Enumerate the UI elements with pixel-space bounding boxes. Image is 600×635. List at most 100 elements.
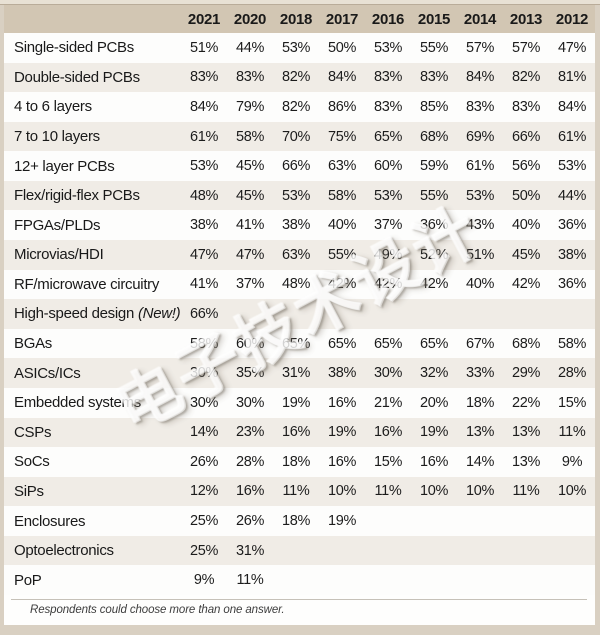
value-cell: 30% xyxy=(235,394,265,411)
value-cell: 55% xyxy=(327,246,357,263)
row-label-text: FPGAs/PLDs xyxy=(14,216,101,234)
table-header-years: 2021 2020 2018 2017 2016 2015 2014 2013 2012 xyxy=(4,5,595,33)
value-cell: 53% xyxy=(373,187,403,204)
value-cell: 30% xyxy=(373,365,403,382)
value-cell: 81% xyxy=(557,69,587,86)
value-cell: 45% xyxy=(235,158,265,175)
value-cell: 79% xyxy=(235,98,265,115)
value-cell: 16% xyxy=(373,424,403,441)
row-label-text: High-speed design xyxy=(14,305,134,323)
value-cell: 47% xyxy=(189,246,219,263)
row-label: 12+ layer PCBs xyxy=(4,158,181,175)
table-row: PoP 9% 11% xyxy=(4,565,595,595)
value-cell: 12% xyxy=(189,483,219,500)
value-cell: 42% xyxy=(327,276,357,293)
value-cell: 83% xyxy=(373,98,403,115)
value-cell: 61% xyxy=(189,128,219,145)
value-cell: 26% xyxy=(235,513,265,530)
value-cell: 23% xyxy=(235,424,265,441)
value-cell: 19% xyxy=(327,424,357,441)
column-header-2012: 2012 xyxy=(555,10,589,28)
row-label-text: Double-sided PCBs xyxy=(14,68,140,86)
value-cell: 11% xyxy=(236,572,264,589)
value-cell: 16% xyxy=(327,394,357,411)
value-cell: 84% xyxy=(327,69,357,86)
value-cell: 19% xyxy=(327,513,357,530)
row-label-text: PoP xyxy=(14,571,42,589)
row-label-text: Single-sided PCBs xyxy=(14,39,134,57)
row-label-text: Flex/rigid-flex PCBs xyxy=(14,187,140,205)
value-cell: 75% xyxy=(327,128,357,145)
table-row: SoCs 26% 28% 18% 16% 15% 16% 14% 13% 9% xyxy=(4,447,595,477)
value-cell: 53% xyxy=(557,158,587,175)
value-cell: 38% xyxy=(189,217,219,234)
row-label: PoP xyxy=(4,572,181,589)
value-cell: 53% xyxy=(373,39,403,56)
table-row: FPGAs/PLDs 38% 41% 38% 40% 37% 36% 43% 40% 36% xyxy=(4,210,595,241)
value-cell: 82% xyxy=(281,98,311,115)
value-cell: 26% xyxy=(189,453,219,470)
row-label: 4 to 6 layers xyxy=(4,98,181,115)
row-label: Single-sided PCBs xyxy=(4,39,181,56)
value-cell: 18% xyxy=(281,513,311,530)
footnote-text: Respondents could choose more than one a… xyxy=(30,604,285,616)
value-cell: 10% xyxy=(419,483,449,500)
column-header-2015: 2015 xyxy=(417,10,451,28)
value-cell: 58% xyxy=(189,335,219,352)
value-cell: 22% xyxy=(511,394,541,411)
value-cell: 70% xyxy=(281,128,311,145)
value-cell: 61% xyxy=(557,128,587,145)
row-label-text: 7 to 10 layers xyxy=(14,128,100,146)
row-label-text: SiPs xyxy=(14,482,44,500)
value-cell: 57% xyxy=(465,39,495,56)
value-cell: 10% xyxy=(557,483,587,500)
column-header-2017: 2017 xyxy=(325,10,359,28)
table-row: SiPs 12% 16% 11% 10% 11% 10% 10% 11% 10% xyxy=(4,476,595,507)
value-cell: 21% xyxy=(373,394,403,411)
value-cell: 57% xyxy=(511,39,541,56)
row-label-text: RF/microwave circuitry xyxy=(14,275,160,293)
table-row: 12+ layer PCBs 53% 45% 66% 63% 60% 59% 61% 56% 5… xyxy=(4,151,595,181)
value-cell: 37% xyxy=(373,217,403,234)
column-header-2020: 2020 xyxy=(233,10,267,28)
value-cell: 37% xyxy=(235,276,265,293)
value-cell: 83% xyxy=(419,69,449,86)
row-label-text: Enclosures xyxy=(14,512,86,530)
value-cell: 65% xyxy=(373,335,403,352)
value-cell: 61% xyxy=(465,158,495,175)
row-label: CSPs xyxy=(4,424,181,441)
value-cell: 69% xyxy=(465,128,495,145)
row-label-text: ASICs/ICs xyxy=(14,364,81,382)
value-cell: 19% xyxy=(419,424,449,441)
column-header-2018: 2018 xyxy=(279,10,313,28)
value-cell: 83% xyxy=(235,69,265,86)
value-cell: 13% xyxy=(465,424,495,441)
value-cell: 15% xyxy=(373,453,403,470)
table-row: Embedded systems 30% 30% 19% 16% 21% 20% 18% 22… xyxy=(4,387,595,418)
row-label-text: 4 to 6 layers xyxy=(14,98,92,116)
value-cell: 35% xyxy=(235,365,265,382)
value-cell: 42% xyxy=(419,276,449,293)
value-cell: 48% xyxy=(189,187,219,204)
row-label-text: 12+ layer PCBs xyxy=(14,157,115,175)
value-cell: 63% xyxy=(327,158,357,175)
value-cell: 18% xyxy=(465,394,495,411)
value-cell: 16% xyxy=(419,453,449,470)
row-label-text: Optoelectronics xyxy=(14,542,114,560)
row-label: Flex/rigid-flex PCBs xyxy=(4,187,181,204)
row-label: Microvias/HDI xyxy=(4,246,181,263)
value-cell: 31% xyxy=(281,365,311,382)
value-cell: 82% xyxy=(511,69,541,86)
table-row: High-speed design (New!) 66% xyxy=(4,299,595,329)
value-cell: 9% xyxy=(561,453,583,470)
row-label: RF/microwave circuitry xyxy=(4,276,181,293)
value-cell: 68% xyxy=(419,128,449,145)
top-frame-edge xyxy=(0,0,600,5)
row-label-text: BGAs xyxy=(14,335,52,353)
table-row: Enclosures 25% 26% 18% 19% xyxy=(4,506,595,536)
value-cell: 44% xyxy=(235,39,265,56)
value-cell: 41% xyxy=(235,217,265,234)
row-label-note: (New!) xyxy=(137,305,181,323)
row-label: Enclosures xyxy=(4,513,181,530)
value-cell: 38% xyxy=(327,365,357,382)
